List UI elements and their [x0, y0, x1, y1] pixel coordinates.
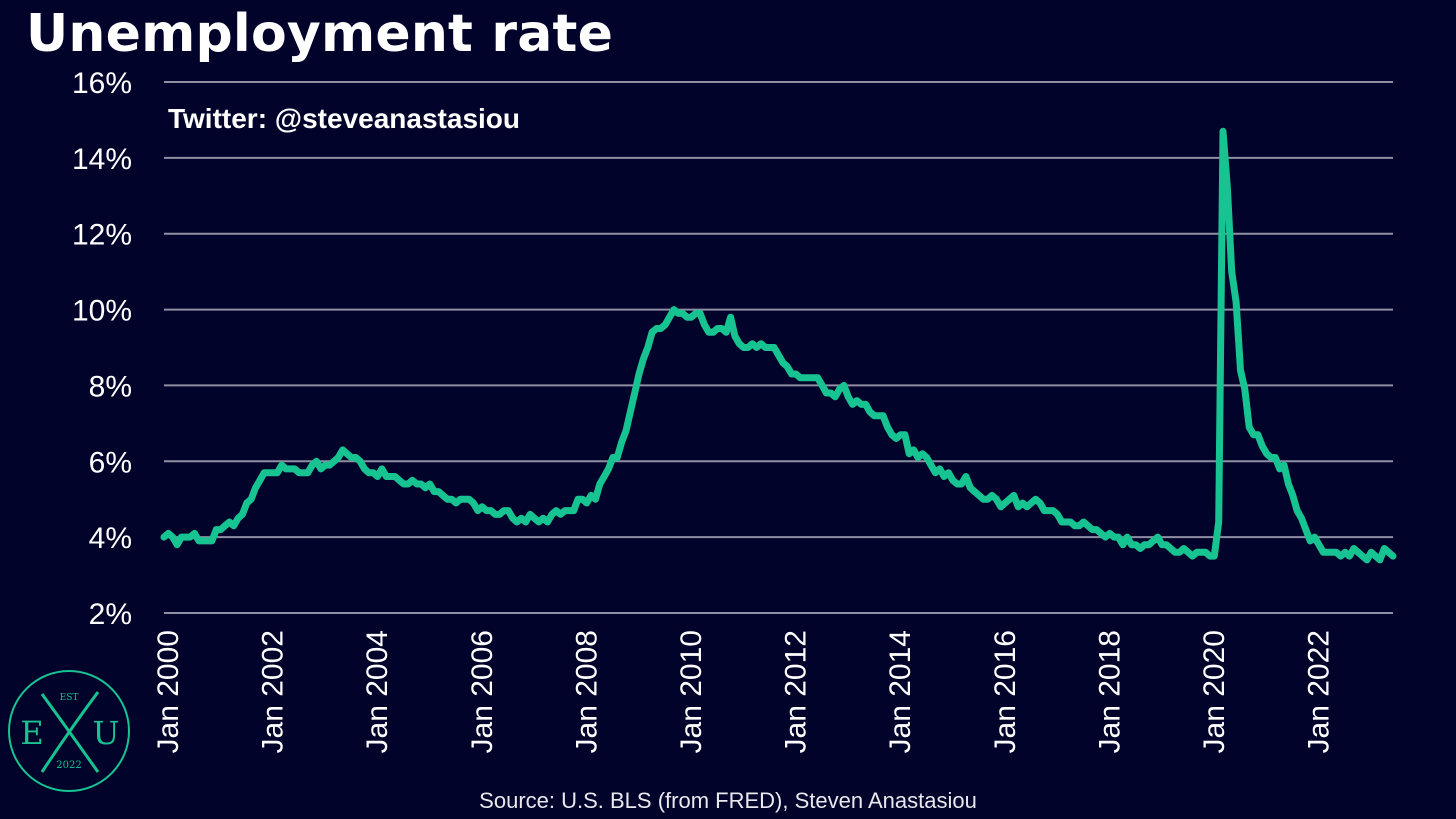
logo-cross-b — [40, 691, 100, 773]
y-tick-label: 8% — [89, 370, 132, 403]
logo-ring — [8, 670, 130, 792]
x-tick-label: Jan 2006 — [466, 630, 499, 753]
series-layer — [160, 127, 1397, 564]
y-tick-label: 12% — [72, 219, 132, 252]
x-tick-label: Jan 2010 — [675, 630, 708, 753]
chart-title: Unemployment rate — [26, 4, 614, 64]
x-tick-label: Jan 2022 — [1303, 630, 1336, 753]
x-tick-label: Jan 2004 — [361, 630, 394, 753]
x-tick-label: Jan 2018 — [1093, 630, 1126, 753]
x-tick-label: Jan 2016 — [989, 630, 1022, 753]
y-axis-ticks: 2% 4% 6% 8% 10% 12% 14% 16% — [72, 67, 132, 631]
logo-bottom-text: 2022 — [56, 760, 81, 771]
x-tick-label: Jan 2008 — [570, 630, 603, 753]
x-tick-label: Jan 2012 — [780, 630, 813, 753]
x-tick-label: Jan 2002 — [257, 630, 290, 753]
gridlines — [164, 81, 1393, 614]
logo-left-letter: E — [20, 714, 43, 752]
x-tick-label: Jan 2020 — [1198, 630, 1231, 753]
logo-top-text: EST — [60, 693, 79, 703]
logo-right-letter: U — [93, 714, 120, 752]
y-tick-label: 6% — [89, 446, 132, 479]
x-tick-label: Jan 2000 — [152, 630, 185, 753]
y-tick-label: 4% — [89, 522, 132, 555]
x-tick-label: Jan 2014 — [884, 630, 917, 753]
logo-badge: EST E U 2022 — [8, 670, 130, 792]
source-note: Source: U.S. BLS (from FRED), Steven Ana… — [479, 788, 977, 813]
watermark-text: Twitter: @steveanastasiou — [168, 103, 520, 134]
x-axis-ticks: Jan 2000 Jan 2002 Jan 2004 Jan 2006 Jan 2008… — [152, 630, 1336, 753]
y-tick-label: 10% — [72, 295, 132, 328]
y-tick-label: 16% — [72, 67, 132, 100]
y-tick-label: 14% — [72, 143, 132, 176]
series-line — [160, 127, 1397, 564]
y-tick-label: 2% — [89, 598, 132, 631]
